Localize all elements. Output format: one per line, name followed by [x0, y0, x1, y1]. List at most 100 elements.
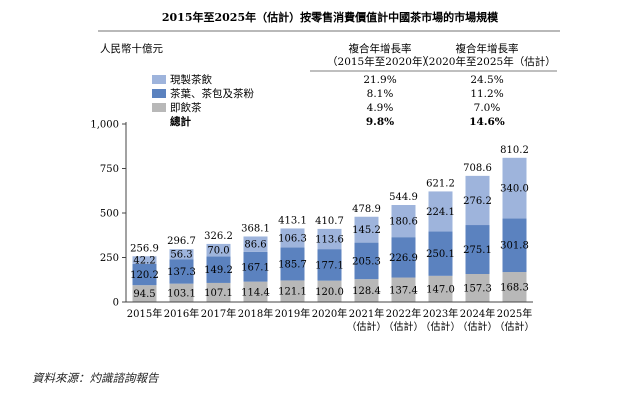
- data-label: 121.1: [278, 287, 307, 298]
- legend-label: 即飲茶: [170, 101, 202, 114]
- y-axis: 0 250 500 750 1,000: [90, 120, 127, 309]
- y-axis-label: 人民幣十億元: [100, 42, 163, 55]
- bar-segment: [280, 280, 305, 302]
- data-label: 205.3: [352, 256, 381, 267]
- x-tick-label: 2025年: [497, 307, 532, 320]
- x-tick-label: 2015年: [127, 307, 162, 320]
- x-tick-label: （估計）: [347, 320, 387, 333]
- bar-segment: [317, 280, 342, 302]
- data-label: 86.6: [244, 240, 266, 251]
- total-label: 296.7: [167, 236, 196, 247]
- bar-segment: [169, 259, 194, 284]
- data-label: 301.8: [500, 241, 529, 252]
- y-tick-label: 750: [100, 164, 119, 175]
- bar-segment: [391, 205, 416, 238]
- data-label: 226.9: [389, 253, 418, 264]
- data-label: 224.1: [426, 207, 455, 218]
- x-axis: 2015年 2016年 2017年 2018年 2019年 2020年 2021年（估計）2…: [126, 301, 535, 333]
- data-label: 42.2: [133, 256, 155, 267]
- data-label: 107.1: [204, 288, 233, 299]
- data-label: 145.2: [352, 225, 381, 236]
- bar-segment: [502, 157, 527, 219]
- bar-segment: [132, 285, 157, 302]
- cagr-value: 14.6%: [469, 116, 505, 128]
- data-label: 120.0: [315, 287, 344, 298]
- x-tick-label: 2021年: [349, 307, 384, 320]
- total-label: 326.2: [204, 231, 233, 242]
- bar-segment: [428, 231, 453, 276]
- bar-segment: [354, 242, 379, 280]
- bar-segment: [132, 256, 157, 264]
- legend-label: 茶葉、茶包及茶粉: [170, 87, 254, 100]
- y-tick-label: 0: [113, 298, 119, 309]
- x-tick-label: 2016年: [164, 307, 199, 320]
- data-label: 149.2: [204, 265, 233, 276]
- x-tick-label: （估計）: [495, 320, 535, 333]
- legend-swatch: [152, 75, 166, 84]
- cagr-value: 21.9%: [363, 74, 396, 86]
- bar-segment: [317, 228, 342, 250]
- bar-segment: [317, 249, 342, 281]
- bar-segment: [428, 191, 453, 232]
- x-tick-label: 2018年: [238, 307, 273, 320]
- data-label: 106.3: [278, 233, 307, 244]
- total-label: 478.9: [352, 204, 381, 215]
- bar-segment: [132, 263, 157, 286]
- x-tick-label: 2022年: [386, 307, 421, 320]
- y-tick-label: 250: [100, 253, 119, 264]
- data-label: 114.4: [241, 287, 270, 298]
- data-label: 180.6: [389, 217, 418, 228]
- bar-segment: [206, 256, 231, 283]
- data-label: 103.1: [167, 288, 196, 299]
- data-label: 157.3: [463, 284, 492, 295]
- data-label: 113.6: [315, 235, 344, 246]
- x-tick-label: （估計）: [421, 320, 461, 333]
- bar-segment: [502, 272, 527, 302]
- cagr-value: 8.1%: [367, 88, 394, 100]
- data-label: 250.1: [426, 249, 455, 260]
- total-label: 544.9: [389, 192, 418, 203]
- legend-label: 現製茶飲: [170, 73, 212, 86]
- x-tick-label: （估計）: [458, 320, 498, 333]
- total-label: 708.6: [463, 163, 492, 174]
- bar-segment: [280, 228, 305, 248]
- total-label: 410.7: [315, 216, 344, 227]
- cagr-value: 4.9%: [367, 102, 394, 114]
- bar-segment: [391, 277, 416, 302]
- data-label: 167.1: [241, 262, 270, 273]
- bar-segment: [465, 175, 490, 226]
- total-label: 368.1: [241, 223, 270, 234]
- data-label: 275.1: [463, 245, 492, 256]
- total-label: 413.1: [278, 215, 307, 226]
- total-label: 810.2: [500, 145, 529, 156]
- bar-segment: [354, 279, 379, 302]
- bar-segment: [502, 218, 527, 273]
- cagr-table: 複合年增長率（2015年至2020年）複合年增長率（2020年至2025年（估計…: [152, 42, 557, 128]
- data-label: 137.4: [389, 285, 418, 296]
- bar-segment: [243, 251, 268, 282]
- bar-segment: [206, 282, 231, 302]
- cagr-value: 7.0%: [474, 102, 501, 114]
- data-label: 340.0: [500, 184, 529, 195]
- source-note: 資料來源：灼識諮詢報告: [32, 371, 159, 385]
- data-label: 94.5: [133, 289, 155, 300]
- legend-label: 總計: [170, 115, 191, 128]
- cagr-value: 11.2%: [470, 88, 503, 100]
- data-label: 147.0: [426, 284, 455, 295]
- bar-segment: [354, 216, 379, 243]
- x-tick-label: 2017年: [201, 307, 236, 320]
- bar-segment: [391, 237, 416, 278]
- x-tick-label: 2023年: [423, 307, 458, 320]
- total-label: 256.9: [130, 243, 159, 254]
- cagr-value: 24.5%: [470, 74, 503, 86]
- data-label: 177.1: [315, 260, 344, 271]
- total-label: 621.2: [426, 178, 455, 189]
- cagr-header-period: （2020年至2025年（估計）: [418, 55, 555, 68]
- data-label: 70.0: [207, 246, 229, 257]
- bar-segment: [465, 225, 490, 275]
- x-tick-label: 2019年: [275, 307, 310, 320]
- bar-segment: [206, 243, 231, 257]
- x-tick-label: 2020年: [312, 307, 347, 320]
- legend-swatch: [152, 103, 166, 112]
- legend-swatch: [152, 89, 166, 98]
